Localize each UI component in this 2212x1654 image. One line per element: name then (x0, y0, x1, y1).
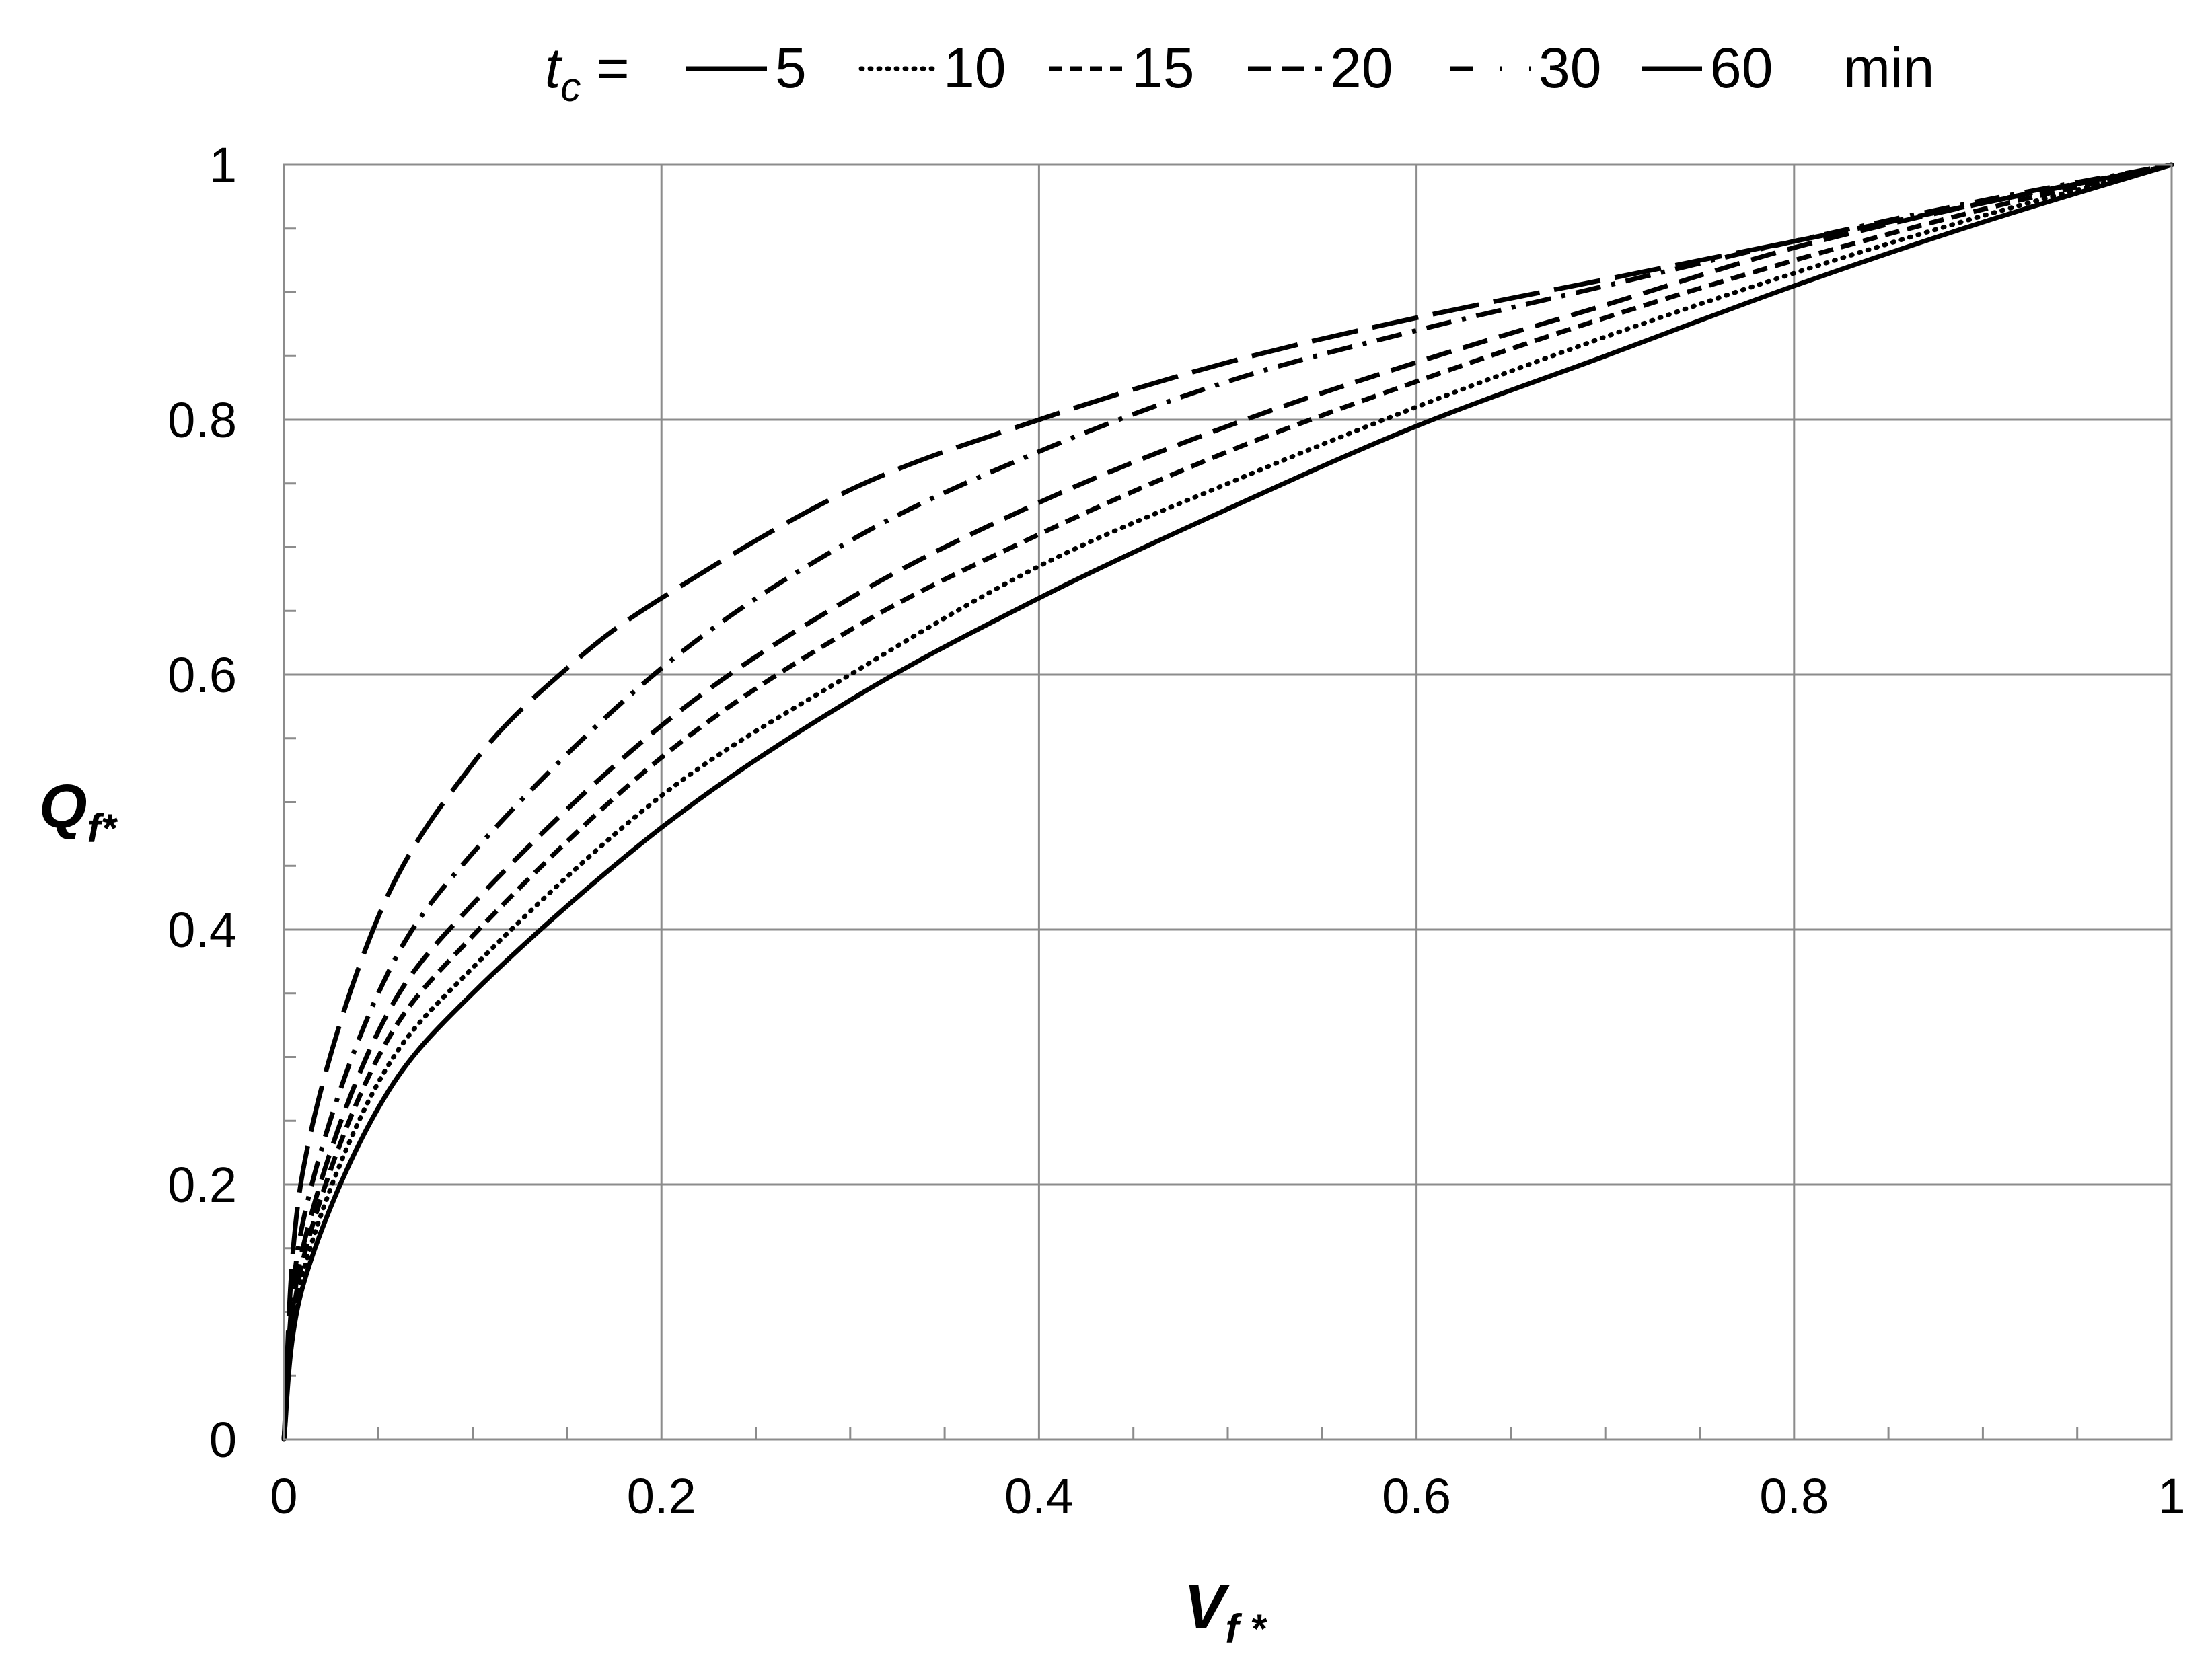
legend-label-10: 10 (943, 36, 1006, 100)
y-axis-title-sub: f* (87, 806, 118, 851)
y-axis-title-main: Q (39, 772, 87, 841)
series-line-15 (281, 162, 2172, 1440)
legend: tc = 5 10 15 20 30 60 min (545, 36, 1934, 110)
series-line-10 (281, 162, 2174, 1442)
legend-prefix-eq: = (581, 36, 629, 100)
legend-prefix: tc = (545, 36, 630, 110)
y-tick-label: 0.8 (168, 392, 237, 448)
series-line-20 (281, 162, 2172, 1440)
plot-frame (283, 163, 2173, 1441)
x-tick-label: 0.4 (1004, 1468, 1074, 1524)
tick-labels: 0 0.2 0.4 0.6 0.8 1 0 0.2 0.4 0.6 0.8 1 (168, 137, 2185, 1524)
series-line-60 (281, 162, 2172, 1440)
legend-label-60: 60 (1710, 36, 1773, 100)
legend-label-15: 15 (1132, 36, 1194, 100)
x-tick-label: 0.6 (1382, 1468, 1451, 1524)
y-tick-label: 0.6 (168, 647, 237, 703)
y-tick-label: 0 (209, 1412, 237, 1468)
y-axis-title: Qf* (39, 772, 118, 851)
x-axis-title: Vf * (1184, 1573, 1267, 1651)
legend-label-20: 20 (1330, 36, 1393, 100)
legend-unit: min (1843, 36, 1934, 100)
grid-layer (284, 165, 2172, 1439)
legend-prefix-main: t (545, 36, 563, 100)
y-tick-label: 1 (209, 137, 237, 193)
series-line-30 (281, 162, 2172, 1440)
x-tick-label: 0 (270, 1468, 297, 1524)
legend-items: 5 10 15 20 30 60 (686, 36, 1773, 100)
legend-label-30: 30 (1539, 36, 1601, 100)
x-tick-label: 1 (2158, 1468, 2185, 1524)
x-tick-label: 0.2 (627, 1468, 696, 1524)
y-tick-label: 0.4 (168, 902, 237, 958)
legend-label-5: 5 (775, 36, 807, 100)
y-tick-label: 0.2 (168, 1157, 237, 1213)
series-line-5 (281, 162, 2173, 1440)
x-tick-label: 0.8 (1759, 1468, 1829, 1524)
legend-prefix-sub: c (560, 65, 581, 110)
x-axis-title-sub: f * (1225, 1606, 1267, 1651)
curves-layer (281, 162, 2174, 1442)
x-axis-title-main: V (1184, 1573, 1230, 1641)
